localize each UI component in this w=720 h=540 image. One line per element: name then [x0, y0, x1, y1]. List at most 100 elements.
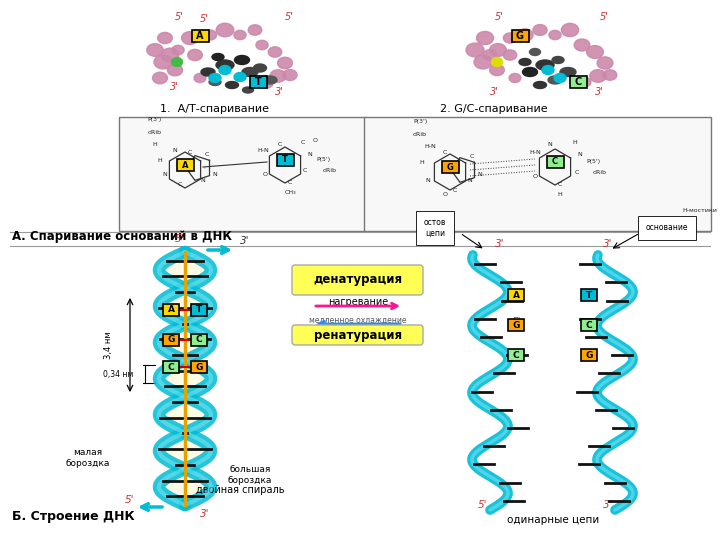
Text: 3': 3': [595, 87, 604, 97]
FancyBboxPatch shape: [163, 361, 179, 373]
Text: G: G: [513, 321, 520, 329]
Text: H-N: H-N: [529, 150, 541, 154]
Ellipse shape: [474, 55, 492, 69]
Text: 3': 3': [490, 87, 499, 97]
Text: dRib: dRib: [593, 170, 607, 174]
Text: P(3'): P(3'): [148, 118, 162, 123]
FancyBboxPatch shape: [176, 159, 194, 171]
Ellipse shape: [534, 82, 546, 89]
Text: одинарные цепи: одинарные цепи: [507, 515, 599, 525]
Text: G: G: [195, 362, 203, 372]
Text: 5': 5': [495, 12, 504, 22]
Text: H: H: [420, 159, 424, 165]
Text: N: N: [212, 172, 217, 178]
FancyBboxPatch shape: [508, 349, 524, 361]
Ellipse shape: [253, 64, 266, 72]
Text: 5': 5': [285, 12, 294, 22]
Ellipse shape: [579, 77, 591, 86]
Text: 3': 3': [275, 87, 284, 97]
Ellipse shape: [235, 56, 250, 64]
Text: G: G: [446, 163, 454, 172]
Ellipse shape: [201, 68, 215, 76]
FancyBboxPatch shape: [163, 304, 179, 316]
Ellipse shape: [552, 57, 564, 64]
Ellipse shape: [147, 44, 163, 56]
Text: C: C: [278, 143, 282, 147]
Text: большая
бороздка: большая бороздка: [228, 465, 272, 485]
Text: G: G: [516, 31, 524, 41]
Text: C: C: [575, 77, 582, 87]
Text: 5': 5': [175, 12, 184, 22]
Text: O: O: [533, 174, 538, 179]
Text: N: N: [548, 143, 552, 147]
Text: O: O: [312, 138, 318, 143]
FancyBboxPatch shape: [163, 334, 179, 346]
Text: 3,4 нм: 3,4 нм: [104, 331, 112, 359]
Ellipse shape: [153, 72, 168, 84]
Ellipse shape: [243, 87, 253, 93]
Text: 5': 5': [175, 234, 184, 244]
FancyBboxPatch shape: [581, 289, 597, 301]
Text: A: A: [168, 306, 174, 314]
Text: 0,34 нм: 0,34 нм: [103, 369, 133, 379]
Ellipse shape: [509, 73, 521, 83]
Ellipse shape: [587, 45, 603, 58]
Ellipse shape: [490, 64, 504, 76]
Text: T: T: [282, 156, 288, 165]
Ellipse shape: [549, 30, 561, 39]
Ellipse shape: [234, 30, 246, 39]
Text: CH₃: CH₃: [284, 191, 296, 195]
Ellipse shape: [466, 43, 484, 57]
FancyBboxPatch shape: [364, 117, 711, 231]
Ellipse shape: [562, 23, 579, 37]
FancyBboxPatch shape: [292, 325, 423, 345]
Ellipse shape: [209, 78, 221, 85]
Ellipse shape: [517, 29, 533, 41]
Ellipse shape: [263, 76, 277, 84]
Text: A: A: [197, 31, 204, 41]
Ellipse shape: [219, 65, 231, 75]
Text: денатурация: денатурация: [313, 273, 402, 287]
FancyBboxPatch shape: [581, 319, 597, 331]
FancyBboxPatch shape: [276, 154, 294, 166]
Text: 3': 3': [603, 239, 613, 249]
Ellipse shape: [188, 49, 202, 60]
Ellipse shape: [492, 57, 503, 66]
Text: dRib: dRib: [413, 132, 427, 137]
Ellipse shape: [477, 31, 493, 45]
Text: двойная спираль: двойная спираль: [196, 485, 284, 495]
Text: Б. Строение ДНК: Б. Строение ДНК: [12, 510, 135, 523]
Ellipse shape: [574, 39, 590, 51]
Text: G: G: [585, 350, 593, 360]
Text: C: C: [470, 154, 474, 159]
Text: 3': 3': [603, 500, 613, 510]
Text: N: N: [477, 172, 482, 177]
FancyBboxPatch shape: [191, 361, 207, 373]
Text: T: T: [196, 306, 202, 314]
Ellipse shape: [216, 60, 234, 70]
Ellipse shape: [503, 33, 517, 43]
Text: C: C: [443, 150, 447, 154]
Text: C: C: [188, 150, 192, 154]
Text: H: H: [153, 143, 158, 147]
Ellipse shape: [529, 49, 541, 56]
Text: dRib: dRib: [323, 167, 337, 172]
Text: 3': 3': [170, 82, 179, 92]
Text: P(3'): P(3'): [413, 119, 427, 125]
Text: Н-мостики: Н-мостики: [683, 207, 717, 213]
Ellipse shape: [209, 73, 221, 83]
FancyBboxPatch shape: [119, 117, 366, 231]
Ellipse shape: [181, 31, 199, 44]
Ellipse shape: [548, 76, 562, 84]
Ellipse shape: [277, 57, 292, 69]
Ellipse shape: [269, 47, 282, 57]
Ellipse shape: [603, 70, 617, 80]
Text: N: N: [201, 178, 205, 183]
Ellipse shape: [536, 60, 554, 70]
Text: 5': 5': [600, 12, 609, 22]
Text: G: G: [167, 335, 175, 345]
Text: А. Спаривание оснований в ДНК: А. Спаривание оснований в ДНК: [12, 230, 232, 243]
Ellipse shape: [171, 57, 182, 66]
Text: 2. G/C-спаривание: 2. G/C-спаривание: [440, 104, 548, 114]
Ellipse shape: [158, 32, 172, 44]
